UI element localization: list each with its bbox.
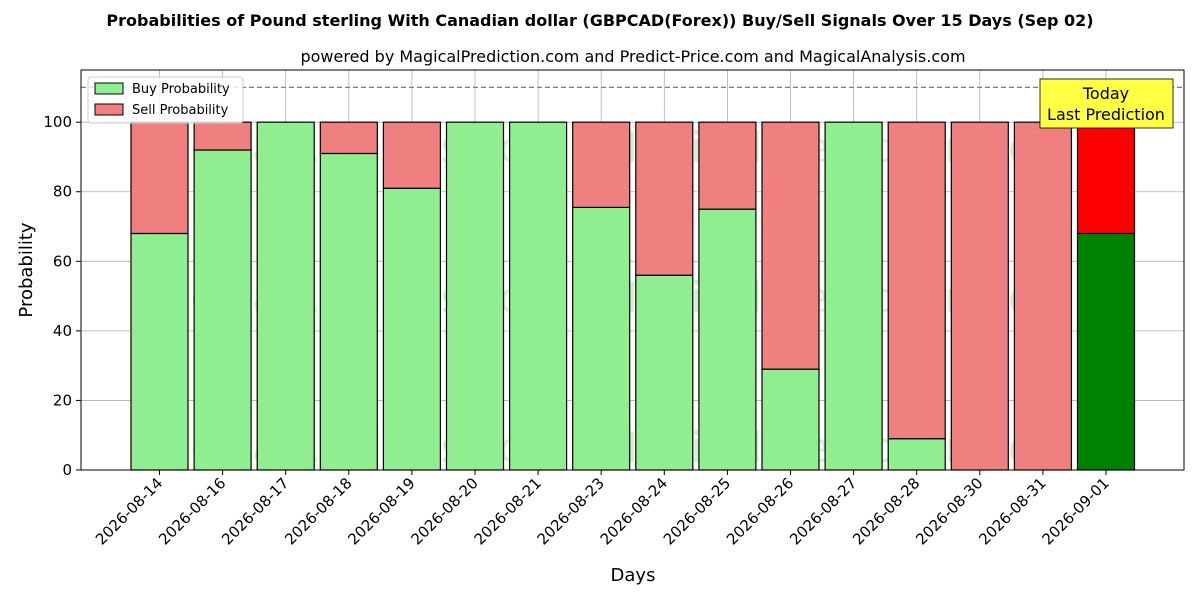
sell-bar — [319, 121, 378, 155]
buy-bar — [824, 121, 883, 471]
buy-bar — [193, 149, 252, 471]
buy-bar — [635, 274, 694, 471]
sell-bar — [382, 121, 441, 189]
chart-subtitle: powered by MagicalPrediction.com and Pre… — [300, 47, 965, 66]
y-tick-label: 80 — [53, 183, 72, 201]
legend-label: Buy Probability — [132, 82, 230, 97]
buy-bar — [382, 187, 441, 471]
buy-bar — [509, 121, 568, 471]
legend-swatch — [94, 103, 124, 116]
annotation-text: Today — [1082, 84, 1129, 103]
y-tick-label: 100 — [43, 113, 72, 131]
sell-bar — [761, 121, 820, 370]
buy-bar — [130, 232, 189, 471]
buy-bar — [319, 152, 378, 471]
buy-bar — [698, 208, 757, 471]
buy-bar — [887, 438, 946, 471]
buy-bar — [1076, 232, 1136, 471]
buy-bar — [572, 206, 631, 471]
y-tick-label: 60 — [53, 252, 72, 270]
sell-bar — [572, 121, 631, 208]
sell-bar — [193, 121, 252, 151]
buy-bar — [256, 121, 315, 471]
sell-bar — [130, 121, 189, 235]
annotation-text: Last Prediction — [1047, 105, 1165, 124]
chart-title: Probabilities of Pound sterling With Can… — [106, 11, 1093, 30]
legend-swatch — [94, 82, 124, 95]
legend: Buy Probability Sell Probability — [87, 76, 244, 124]
y-axis-label: Probability — [16, 222, 37, 317]
bars — [130, 121, 1136, 471]
annotation-box — [1039, 78, 1174, 129]
sell-bar — [887, 121, 946, 440]
sell-bar — [698, 121, 757, 210]
plot-frame — [80, 69, 1185, 471]
buy-bar — [445, 121, 505, 471]
buy-bar — [761, 368, 820, 471]
sell-bar — [1076, 121, 1136, 235]
sell-bar — [635, 121, 694, 276]
y-tick-label: 40 — [53, 322, 72, 340]
today-annotation: Today Last Prediction — [1039, 78, 1174, 129]
sell-bar — [1013, 121, 1073, 471]
y-tick-label: 0 — [62, 461, 72, 479]
legend-box — [87, 76, 244, 124]
legend-label: Sell Probability — [132, 103, 229, 118]
x-axis-label: Days — [611, 565, 656, 586]
sell-bar — [950, 121, 1009, 471]
y-tick-label: 20 — [53, 391, 72, 409]
